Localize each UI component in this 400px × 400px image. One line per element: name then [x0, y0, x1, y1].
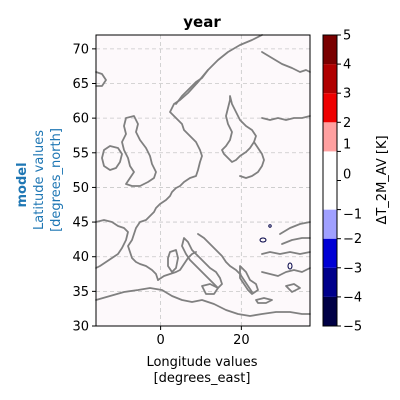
colorbar-bin: [323, 267, 337, 297]
x-axis-label: Longitude values: [146, 355, 257, 370]
coastline-adriatic-balkans: [197, 233, 253, 293]
colorbar-tick-label: 0: [343, 168, 351, 183]
coastline-sardinia: [167, 249, 179, 273]
anomaly-contour: [287, 262, 293, 270]
y-axis: 30 35 40 45 50 55 60 65 70: [72, 42, 96, 335]
colorbar-bin: [323, 296, 337, 326]
plot-area: 0 20 30 35 40 45 50 55 60 65 70: [72, 34, 311, 348]
coastline-black-sea: [279, 221, 311, 235]
colorbar-tick-label: 4: [343, 58, 351, 73]
coastline-med-north: [157, 251, 197, 281]
y-axis-label-units: [degrees_north]: [49, 128, 64, 232]
plot-frame: [95, 34, 311, 327]
anomaly-contour: [259, 237, 267, 243]
coastline-sicily: [201, 283, 219, 295]
coastlines: [95, 34, 311, 317]
coastline-britain: [121, 115, 157, 187]
colorbar-tick-label: 5: [343, 29, 351, 44]
anomaly-contour: [268, 224, 272, 228]
coastline-north-africa: [95, 287, 311, 317]
x-tick-label: 0: [156, 333, 164, 348]
y-tick-label: 55: [72, 146, 89, 161]
coastline-turkey-south: [261, 267, 311, 277]
coastline-crete: [255, 297, 273, 304]
coastline-gulf-finland: [261, 115, 311, 121]
colorbar-tick-label: −1: [343, 208, 362, 223]
colorbar-bin: [323, 151, 337, 210]
coastline-cyprus: [285, 283, 301, 293]
colorbar-bin: [323, 93, 337, 123]
coastline-baltic-states: [239, 141, 265, 179]
y-axis-label: Latitude values: [32, 130, 47, 230]
colorbar-bin: [323, 64, 337, 94]
colorbar-label: ΔT_2M_AV [K]: [375, 135, 390, 224]
y-tick-label: 45: [72, 216, 89, 231]
y-tick-label: 50: [72, 181, 89, 196]
colorbar-bin: [323, 35, 337, 65]
coastline-ireland: [101, 145, 123, 171]
y-tick-label: 30: [72, 320, 89, 335]
colorbar-tick-label: 1: [343, 137, 351, 152]
colorbar-tick-label: 3: [343, 87, 351, 102]
y-tick-label: 60: [72, 112, 89, 127]
coastline-north-fragment: [95, 71, 107, 87]
colorbar-tick-label: −3: [343, 261, 362, 276]
x-axis-label-units: [degrees_east]: [154, 371, 251, 386]
x-tick-label: 20: [233, 333, 250, 348]
colorbar-bin: [323, 238, 337, 268]
coastline-norway: [175, 69, 209, 105]
chart-title: year: [183, 13, 221, 31]
colorbar-bin: [323, 122, 337, 152]
coastline-black-sea-south: [281, 237, 311, 245]
y-tick-label: 70: [72, 42, 89, 57]
coastline-europe-west: [127, 34, 263, 281]
coastline-finland: [261, 51, 311, 73]
y-tick-label: 65: [72, 77, 89, 92]
y-tick-label: 35: [72, 285, 89, 300]
y-tick-label: 40: [72, 250, 89, 265]
colorbar-tick-label: −2: [343, 232, 362, 247]
coastline-iberia: [95, 219, 129, 269]
colorbar-tick-label: −5: [343, 320, 362, 335]
colorbar-bin: [323, 209, 337, 239]
coastline-baltic: [221, 95, 257, 163]
coastline-turkey: [261, 251, 311, 255]
coastline-greece: [239, 265, 259, 295]
colorbar-tick-label: 2: [343, 116, 351, 131]
colorbar: −5 −4 −3 −2 −1 0 1 2 3 4 5: [322, 29, 362, 335]
anomaly-contours: [259, 224, 293, 270]
x-axis: 0 20: [156, 326, 250, 348]
y-axis-label-model: model: [15, 162, 30, 207]
colorbar-tick-label: −4: [343, 290, 362, 305]
